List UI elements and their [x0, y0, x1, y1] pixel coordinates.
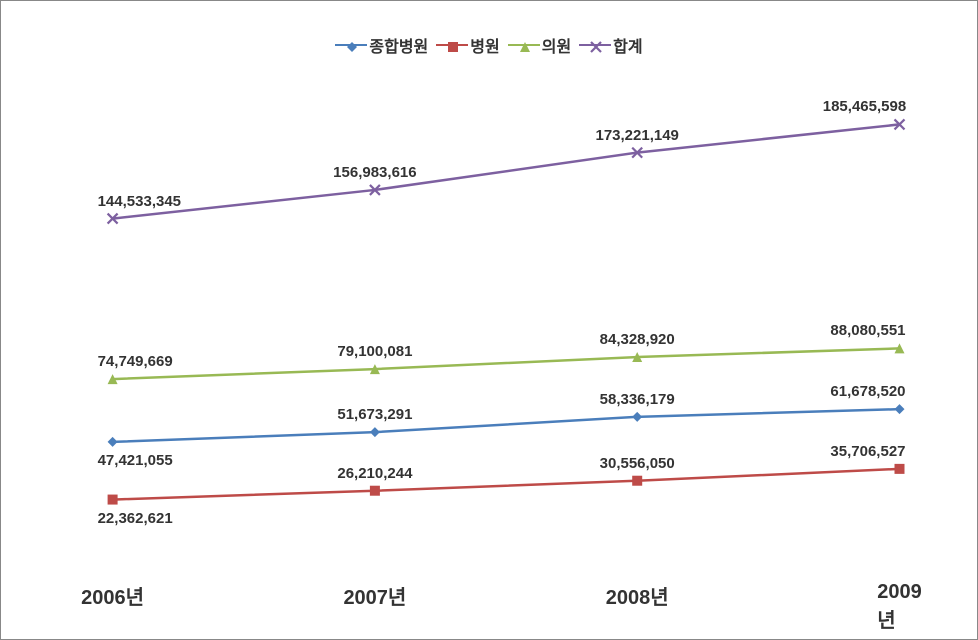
series-marker-byeongwon [632, 476, 642, 486]
legend-label: 병원 [470, 33, 499, 57]
legend-label: 종합병원 [369, 33, 428, 57]
series-marker-byeongwon [895, 464, 905, 474]
legend-item-hapgye: 합계 [579, 33, 642, 57]
series-line-hapgye [113, 124, 900, 218]
data-label-hapgye: 144,533,345 [98, 193, 181, 210]
x-axis-label: 2007년 [343, 581, 406, 610]
legend-item-jonghap: 종합병원 [335, 33, 428, 57]
legend-label: 의원 [542, 33, 571, 57]
x-axis-label: 2008년 [606, 581, 669, 610]
data-label-jonghap: 47,421,055 [98, 452, 173, 469]
data-label-byeongwon: 26,210,244 [337, 465, 412, 482]
legend-item-uiwon: 의원 [508, 33, 571, 57]
series-marker-jonghap [370, 427, 380, 437]
data-label-jonghap: 51,673,291 [337, 406, 412, 423]
series-line-byeongwon [113, 469, 900, 500]
legend-swatch-byeongwon [436, 37, 468, 53]
x-axis-labels: 2006년2007년2008년2009년 [61, 581, 921, 621]
legend-label: 합계 [613, 33, 642, 57]
x-axis-label: 2006년 [81, 581, 144, 610]
data-label-hapgye: 185,465,598 [823, 98, 906, 115]
legend-item-byeongwon: 병원 [436, 33, 499, 57]
series-line-jonghap [113, 409, 900, 442]
data-label-byeongwon: 22,362,621 [98, 510, 173, 527]
series-marker-byeongwon [370, 486, 380, 496]
legend-swatch-jonghap [335, 37, 367, 53]
data-label-hapgye: 173,221,149 [595, 127, 678, 144]
series-line-uiwon [113, 348, 900, 379]
series-marker-jonghap [108, 437, 118, 447]
line-chart: 종합병원 병원 의원 합계 47,421,055 51,673,291 58,336,17… [0, 0, 978, 640]
plot-svg [61, 91, 921, 551]
series-marker-jonghap [632, 412, 642, 422]
data-label-uiwon: 84,328,920 [600, 331, 675, 348]
data-label-byeongwon: 30,556,050 [600, 455, 675, 472]
data-label-uiwon: 74,749,669 [98, 353, 173, 370]
series-marker-byeongwon [108, 495, 118, 505]
x-axis-label: 2009년 [877, 581, 922, 633]
legend: 종합병원 병원 의원 합계 [1, 33, 977, 57]
data-label-byeongwon: 35,706,527 [830, 443, 905, 460]
series-marker-jonghap [895, 404, 905, 414]
legend-swatch-hapgye [579, 37, 611, 53]
data-label-jonghap: 58,336,179 [600, 391, 675, 408]
data-label-uiwon: 79,100,081 [337, 343, 412, 360]
data-label-hapgye: 156,983,616 [333, 164, 416, 181]
data-label-uiwon: 88,080,551 [830, 322, 905, 339]
plot-area: 47,421,055 51,673,291 58,336,179 61,678,520… [61, 91, 921, 551]
data-label-jonghap: 61,678,520 [830, 383, 905, 400]
legend-swatch-uiwon [508, 37, 540, 53]
